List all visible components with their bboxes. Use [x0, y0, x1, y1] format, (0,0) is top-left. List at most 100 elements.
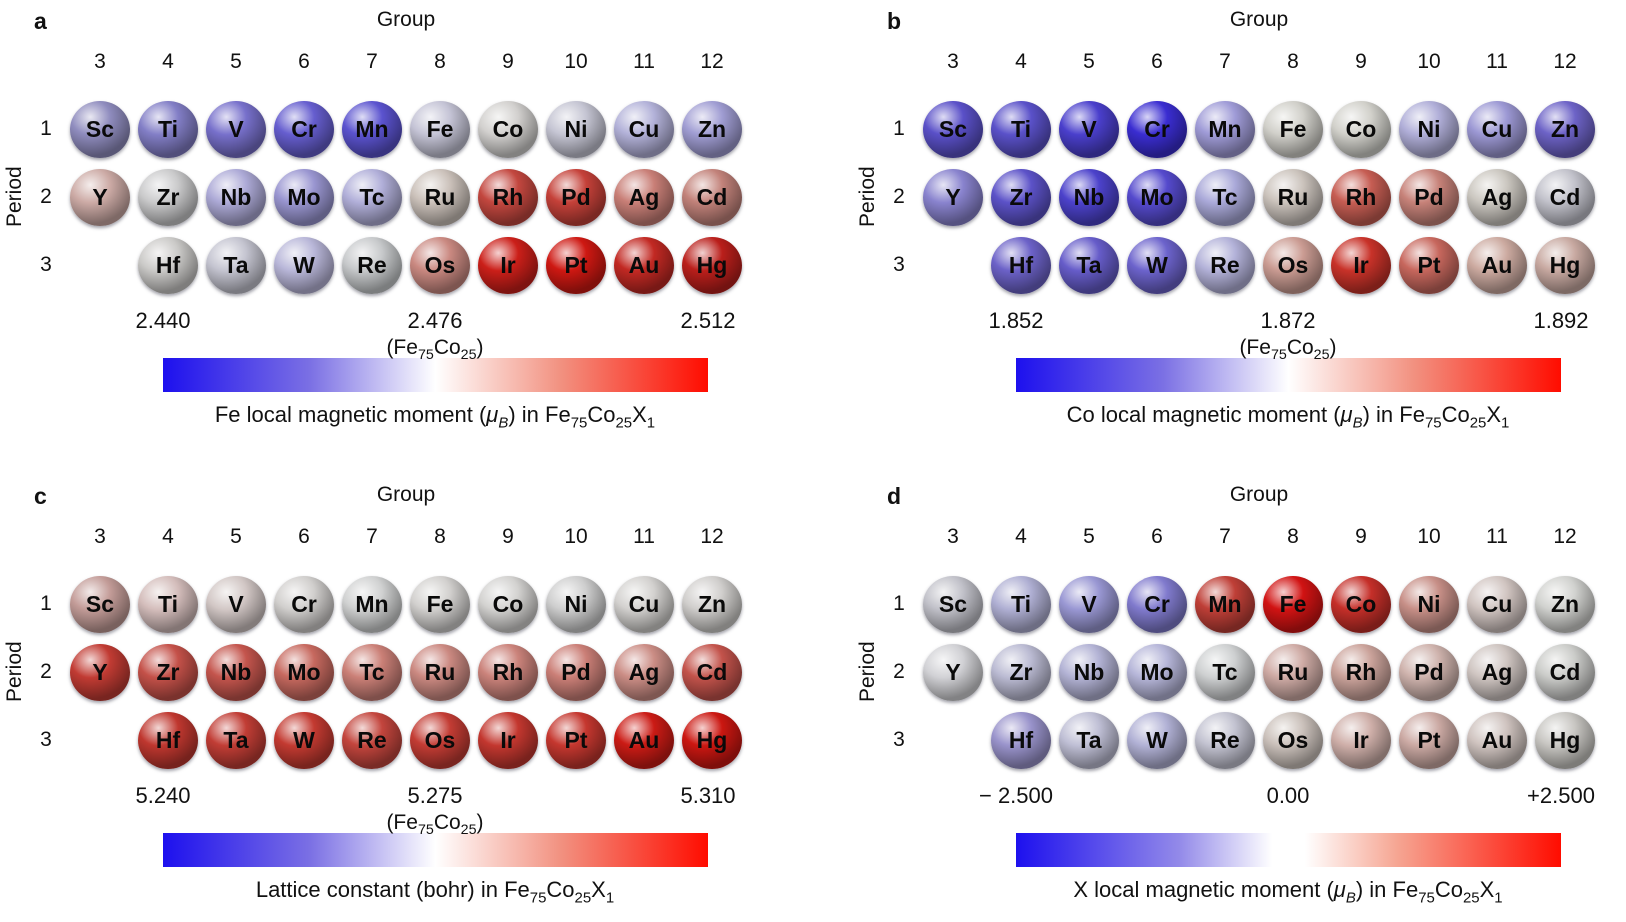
- group-number: 3: [94, 50, 106, 73]
- element-sphere-os: Os: [1263, 236, 1323, 294]
- element-symbol: Y: [945, 183, 961, 210]
- element-cell: Hf: [987, 706, 1055, 774]
- panel-letter: a: [34, 8, 47, 34]
- group-number: 8: [1287, 525, 1299, 548]
- group-number: 5: [1083, 50, 1095, 73]
- element-sphere-cd: Cd: [1535, 643, 1595, 701]
- element-symbol: Os: [424, 251, 456, 278]
- element-symbol: Nb: [220, 183, 252, 210]
- element-symbol: Hf: [155, 726, 181, 753]
- element-symbol: Zr: [1009, 658, 1033, 685]
- element-sphere-fe: Fe: [410, 100, 470, 158]
- group-number-row: 3 4 5 6 7 8 9 10 11 12: [919, 525, 1599, 549]
- period-row: Hf Ta W Re Os Ir Pt Au Hg: [919, 231, 1599, 299]
- element-sphere-zn: Zn: [682, 575, 742, 633]
- element-symbol: Pt: [564, 726, 588, 753]
- element-cell: Ir: [1327, 231, 1395, 299]
- element-sphere-pd: Pd: [1399, 643, 1459, 701]
- element-symbol: Ru: [424, 183, 456, 210]
- element-grid: Sc Ti V Cr Mn Fe Co Ni Cu Zn Y Zr Nb Mo Tc Ru Rh Pd Ag Cd Hf…: [919, 570, 1599, 774]
- element-sphere-y: Y: [70, 643, 130, 701]
- element-sphere-hf: Hf: [138, 711, 198, 769]
- element-symbol: Zn: [697, 590, 727, 617]
- element-sphere-mo: Mo: [274, 168, 334, 226]
- element-cell: Ru: [406, 638, 474, 706]
- group-number: 12: [1553, 50, 1577, 73]
- element-sphere-ta: Ta: [1059, 236, 1119, 294]
- group-number: 7: [1219, 525, 1231, 548]
- element-cell: Rh: [1327, 638, 1395, 706]
- group-number: 11: [1486, 525, 1508, 548]
- element-symbol: Rh: [1345, 658, 1377, 685]
- colorbar-mid-label: 1.872: [1260, 308, 1316, 333]
- group-number: 8: [434, 525, 446, 548]
- element-cell: Re: [1191, 706, 1259, 774]
- period-row: Y Zr Nb Mo Tc Ru Rh Pd Ag Cd: [919, 638, 1599, 706]
- element-sphere-pd: Pd: [1399, 168, 1459, 226]
- element-symbol: Pd: [1414, 183, 1444, 210]
- element-symbol: V: [1081, 590, 1097, 617]
- element-cell: Rh: [474, 163, 542, 231]
- period-number-column: 1 2 3: [34, 95, 58, 299]
- group-number: 7: [366, 50, 378, 73]
- group-number: 7: [366, 525, 378, 548]
- element-sphere-cu: Cu: [614, 575, 674, 633]
- element-sphere-co: Co: [1331, 100, 1391, 158]
- element-cell: Au: [610, 706, 678, 774]
- element-cell: Hf: [134, 706, 202, 774]
- group-number: 5: [1083, 525, 1095, 548]
- element-cell: Ag: [1463, 638, 1531, 706]
- element-sphere-ta: Ta: [206, 711, 266, 769]
- element-symbol: Mo: [287, 183, 321, 210]
- element-sphere-zn: Zn: [1535, 100, 1595, 158]
- element-cell: Zr: [134, 638, 202, 706]
- group-number: 8: [1287, 50, 1299, 73]
- group-axis-title: Group: [376, 483, 436, 506]
- element-cell: W: [270, 706, 338, 774]
- empty-cell: [66, 231, 134, 299]
- element-symbol: Rh: [1345, 183, 1377, 210]
- element-symbol: Ni: [564, 115, 588, 142]
- element-symbol: Zn: [1550, 590, 1580, 617]
- period-axis-title: Period: [856, 166, 879, 228]
- element-cell: Tc: [1191, 638, 1259, 706]
- element-symbol: Ag: [1481, 183, 1513, 210]
- element-cell: Pd: [1395, 163, 1463, 231]
- group-number: 6: [1151, 50, 1163, 73]
- period-number: 1: [40, 117, 52, 140]
- colorbar-reference-label: (Fe75Co25): [386, 811, 484, 839]
- element-symbol: Pd: [561, 658, 591, 685]
- element-symbol: Zr: [1009, 183, 1033, 210]
- group-number: 3: [947, 525, 959, 548]
- panel-letter: d: [887, 483, 902, 509]
- element-symbol: Ti: [1010, 115, 1032, 142]
- element-cell: Ir: [474, 231, 542, 299]
- element-sphere-v: V: [1059, 100, 1119, 158]
- element-symbol: Co: [1345, 590, 1377, 617]
- element-cell: Ni: [542, 95, 610, 163]
- element-sphere-nb: Nb: [206, 168, 266, 226]
- element-cell: Y: [66, 638, 134, 706]
- element-symbol: Ni: [1417, 590, 1441, 617]
- colorbar-reference-label: (Fe75Co25): [386, 336, 484, 364]
- element-symbol: Ta: [1076, 726, 1102, 753]
- element-sphere-hg: Hg: [1535, 711, 1595, 769]
- element-sphere-w: W: [1127, 711, 1187, 769]
- group-number: 4: [162, 525, 174, 548]
- element-cell: Cd: [1531, 638, 1599, 706]
- element-sphere-ir: Ir: [478, 236, 538, 294]
- element-symbol: Y: [945, 658, 961, 685]
- element-sphere-hf: Hf: [138, 236, 198, 294]
- element-sphere-os: Os: [1263, 711, 1323, 769]
- element-symbol: Cr: [1144, 115, 1170, 142]
- colorbar-min-label: 2.440: [135, 308, 191, 333]
- element-cell: Cu: [1463, 570, 1531, 638]
- group-number: 9: [502, 525, 514, 548]
- element-cell: V: [202, 570, 270, 638]
- element-symbol: Pd: [1414, 658, 1444, 685]
- element-cell: Ag: [610, 638, 678, 706]
- element-sphere-sc: Sc: [923, 575, 983, 633]
